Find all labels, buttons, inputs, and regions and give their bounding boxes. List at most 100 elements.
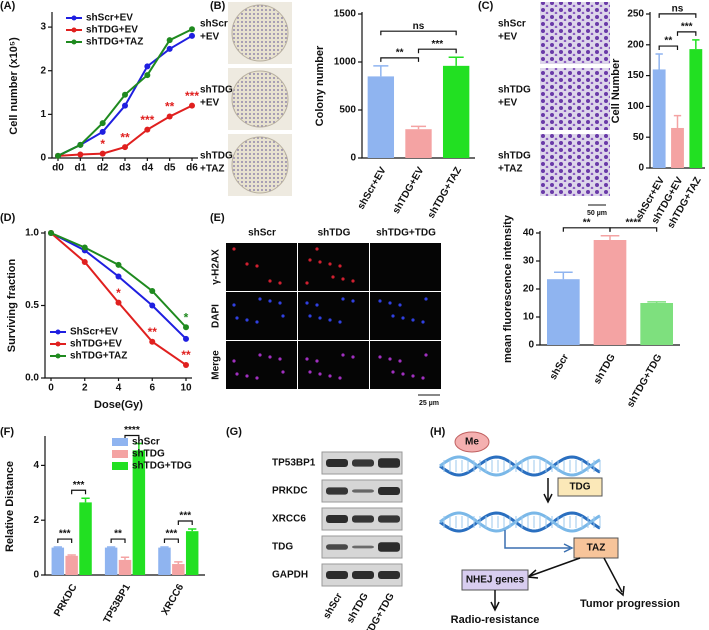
- error-bar: [67, 554, 76, 556]
- x-tick-label: d4: [141, 163, 153, 174]
- bar: [158, 547, 171, 575]
- if-image: [226, 341, 297, 389]
- x-tick-label: d6: [186, 163, 198, 174]
- cell-spot: [378, 355, 382, 359]
- y-tick-label: 1.0: [25, 228, 39, 239]
- if-image: [226, 243, 297, 291]
- cell-spot: [338, 376, 342, 380]
- legend-dot: [71, 39, 77, 45]
- significance-label: *: [100, 137, 105, 151]
- blot-band: [378, 542, 400, 552]
- significance-label: *: [184, 310, 189, 324]
- cell-spot: [255, 264, 259, 268]
- point: [77, 141, 84, 148]
- x-tick-label: shTDG+TDG: [625, 352, 665, 409]
- significance-label: **: [120, 130, 130, 144]
- series-line: [50, 232, 187, 328]
- cell-spot: [328, 262, 332, 266]
- blot-band: [378, 487, 400, 495]
- significance-label: **: [664, 36, 672, 47]
- bar: [593, 240, 627, 345]
- y-tick-label: 1000: [334, 57, 357, 68]
- y-tick-label: 0: [638, 163, 644, 174]
- panel-label: (C): [478, 0, 494, 12]
- x-tick-label: PRKDC: [52, 582, 79, 618]
- legend-dot: [55, 341, 61, 347]
- cell-spot: [245, 262, 249, 266]
- cell-spot: [232, 247, 236, 251]
- bar: [51, 547, 65, 575]
- cell-spot: [411, 374, 415, 378]
- arrow: [526, 557, 581, 579]
- legend-label: shScr+EV: [86, 13, 133, 24]
- significance-label: ***: [166, 529, 178, 540]
- tdg-label: TDG: [569, 482, 590, 493]
- x-tick-label: d3: [119, 163, 131, 174]
- cell-spot: [388, 357, 392, 361]
- axis: [44, 231, 192, 379]
- cell-spot: [308, 258, 312, 262]
- legend-label: shScr: [132, 437, 160, 448]
- axis: [649, 12, 705, 169]
- significance-label: **: [165, 100, 175, 114]
- image-label: shTDG: [200, 85, 233, 96]
- legend-label: shTDG: [132, 449, 165, 460]
- point: [81, 244, 88, 251]
- image-label: +EV: [498, 32, 518, 43]
- protein-label: TDG: [272, 542, 293, 553]
- y-tick-label: 10: [523, 312, 535, 323]
- bar: [172, 564, 185, 575]
- point: [99, 120, 106, 127]
- legend-dot: [55, 329, 61, 335]
- migration-image: [540, 134, 610, 196]
- y-tick-label: 3: [40, 22, 46, 33]
- bracket: [676, 31, 697, 36]
- y-tick-label: 0: [350, 153, 356, 164]
- arrow: [603, 557, 625, 597]
- y-tick-label: 0.5: [25, 300, 39, 311]
- x-tick-label: 6: [149, 383, 155, 394]
- bracket: [609, 227, 658, 232]
- legend-dot: [71, 27, 77, 33]
- blot-band: [352, 515, 374, 523]
- point: [115, 261, 122, 268]
- y-tick-label: 50: [633, 132, 645, 143]
- significance-label: ***: [179, 511, 191, 522]
- significance-label: **: [396, 47, 404, 58]
- cell-spot: [398, 359, 402, 363]
- significance-label: *: [116, 286, 121, 300]
- cell-spot: [391, 314, 395, 318]
- point: [115, 299, 122, 306]
- arrow: [543, 478, 553, 504]
- if-image: [298, 341, 369, 389]
- colony-plate: [231, 4, 289, 62]
- cell-spot: [308, 314, 312, 318]
- point: [81, 259, 88, 265]
- if-image: [370, 292, 441, 340]
- cell-spot: [235, 372, 239, 376]
- significance-label: ***: [140, 113, 154, 127]
- y-tick-label: 0.0: [25, 373, 39, 384]
- y-tick-label: 200: [627, 39, 644, 50]
- significance-label: ns: [413, 21, 425, 32]
- cell-spot: [421, 376, 425, 380]
- scale-bar-label: 25 µm: [419, 400, 439, 407]
- cell-spot: [318, 316, 322, 320]
- cell-spot: [424, 297, 428, 301]
- cell-spot: [341, 297, 345, 301]
- cell-spot: [391, 370, 395, 374]
- bracket: [658, 45, 679, 51]
- bar: [185, 531, 199, 575]
- x-tick-label: d2: [97, 163, 109, 174]
- error-bar: [120, 556, 130, 560]
- y-tick-label: 250: [627, 9, 644, 20]
- cell-spot: [398, 303, 402, 307]
- bracket: [380, 30, 457, 36]
- image-label: shTDG: [498, 85, 531, 96]
- cell-spot: [424, 353, 428, 357]
- row-label: γ-H2AX: [211, 249, 222, 285]
- bar: [652, 69, 666, 168]
- blot-band: [352, 545, 374, 549]
- error-bar: [134, 442, 144, 451]
